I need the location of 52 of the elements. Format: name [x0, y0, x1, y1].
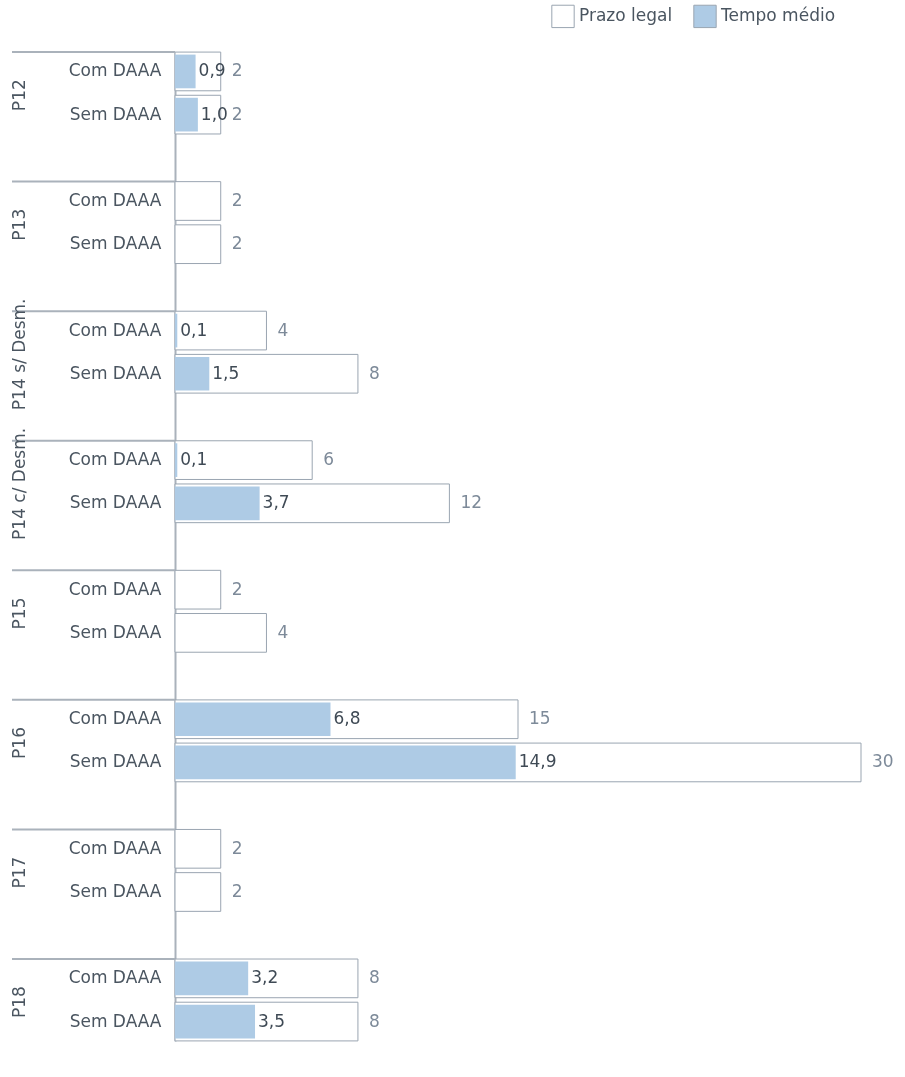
- data-label: 3,5: [258, 1010, 286, 1031]
- y-tick-label: Com DAAA: [68, 190, 162, 210]
- text: P14 c/ Desm.: [9, 427, 29, 540]
- data-label: 2: [231, 837, 243, 858]
- legend-label: Prazo legal: [579, 5, 673, 26]
- data-label: 14,9: [518, 751, 557, 772]
- data-label: 3,2: [251, 967, 279, 988]
- data-label: 6: [323, 449, 335, 470]
- data-label: 8: [368, 1010, 380, 1031]
- data-label: 8: [368, 362, 380, 383]
- y-tick-label: Sem DAAA: [69, 362, 162, 383]
- y-tick-label: Com DAAA: [68, 319, 162, 340]
- data-label: 4: [277, 319, 289, 340]
- data-label: 1,5: [212, 362, 240, 383]
- data-label: 12: [460, 492, 483, 513]
- data-label: 8: [368, 967, 380, 988]
- y-tick-label: Sem DAAA: [69, 492, 162, 513]
- text: P16: [9, 727, 29, 759]
- text: P17: [9, 856, 29, 889]
- y-tick-label: Com DAAA: [68, 578, 162, 599]
- y-tick-label: Com DAAA: [68, 837, 162, 858]
- y-tick-label: Sem DAAA: [69, 751, 162, 772]
- data-label: 2: [231, 60, 243, 81]
- data-label: 0,1: [180, 449, 208, 470]
- y-tick-label: Sem DAAA: [69, 881, 162, 901]
- data-label: 0,1: [180, 319, 208, 340]
- data-label: 30: [872, 751, 894, 772]
- data-label: 3,7: [262, 492, 290, 513]
- text: P13: [9, 208, 29, 241]
- data-label: 4: [277, 621, 289, 642]
- y-tick-label: Sem DAAA: [69, 1010, 162, 1031]
- y-tick-label: Sem DAAA: [69, 103, 162, 124]
- legend-label: Tempo médio: [720, 5, 836, 26]
- y-tick-label: Sem DAAA: [69, 621, 162, 642]
- data-label: 6,8: [333, 708, 361, 729]
- data-label: 2: [231, 190, 243, 210]
- y-tick-label: Com DAAA: [68, 449, 162, 470]
- data-label: 2: [231, 233, 243, 254]
- data-label: 2: [231, 103, 243, 124]
- data-label: 0,9: [198, 60, 226, 81]
- y-tick-label: Com DAAA: [68, 967, 162, 988]
- y-tick-label: Sem DAAA: [69, 233, 162, 254]
- y-tick-label: Com DAAA: [68, 60, 162, 81]
- data-label: 2: [231, 881, 243, 901]
- data-label: 1,0: [200, 103, 228, 124]
- text: P12: [9, 79, 29, 112]
- text: P18: [9, 986, 29, 1019]
- text: P14 s/ Desm.: [9, 298, 29, 411]
- data-label: 15: [529, 708, 551, 729]
- text: P15: [9, 597, 29, 630]
- y-tick-label: Com DAAA: [68, 708, 162, 729]
- data-label: 2: [231, 578, 243, 599]
